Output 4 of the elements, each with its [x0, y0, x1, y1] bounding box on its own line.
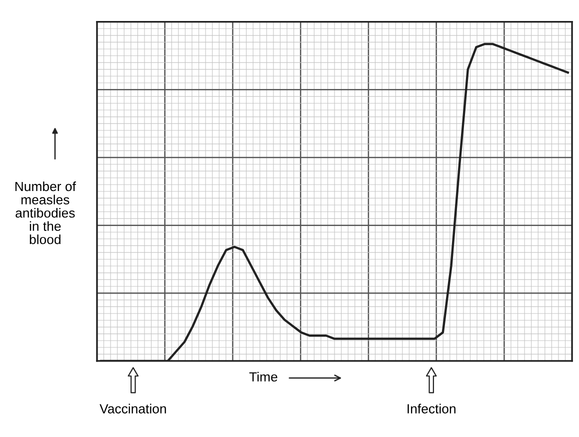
text: Vaccination	[100, 404, 166, 414]
x-axis-title: Time	[249, 372, 278, 382]
text: Infection	[408, 404, 456, 414]
y-axis-title: Number of measles antibodies in the blood	[15, 181, 76, 244]
